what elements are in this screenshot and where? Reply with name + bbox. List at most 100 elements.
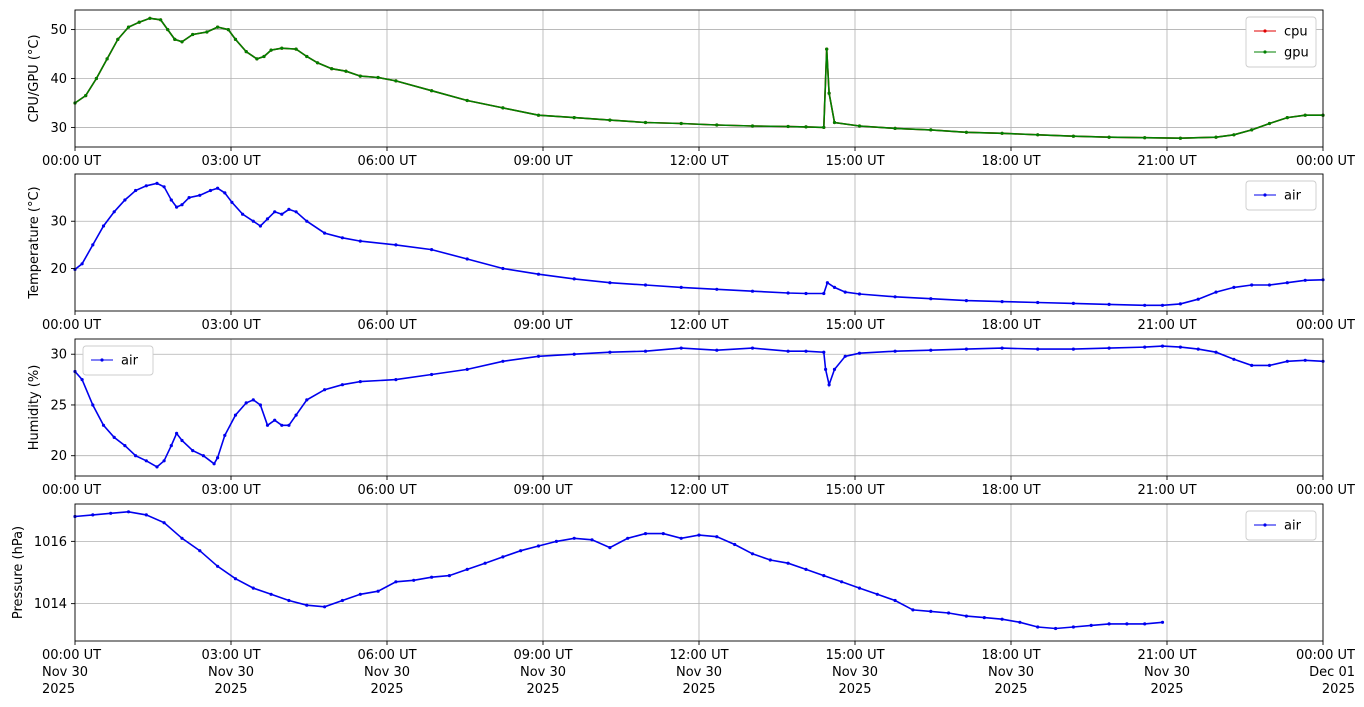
x-tick-label: 00:00 UT <box>1296 318 1355 333</box>
data-point-air <box>340 598 344 603</box>
data-point-air <box>1036 300 1040 305</box>
legend: cpu gpu <box>1245 16 1317 68</box>
data-point-air <box>123 198 127 202</box>
data-point-air <box>265 217 270 221</box>
x-tick-label: 15:00 UT <box>825 318 884 333</box>
panel-2: 20 30 Temperature (°C) 00:00 UT 03:00 UT 06:0… <box>27 173 1355 333</box>
data-point-gpu <box>173 37 177 42</box>
data-point-air <box>911 608 915 612</box>
data-point-air <box>786 561 790 565</box>
data-point-air <box>191 449 195 453</box>
data-point-air <box>109 511 113 515</box>
data-point-air <box>750 346 755 350</box>
data-point-gpu <box>1143 136 1147 140</box>
data-point-air <box>340 383 344 387</box>
data-point-air <box>198 193 202 197</box>
data-point-air <box>929 609 933 614</box>
x-tick-label: 21:00 UT <box>1137 648 1196 663</box>
data-point-air <box>1232 285 1236 289</box>
data-point-gpu <box>804 125 808 129</box>
data-point-air <box>180 438 184 443</box>
data-point-air <box>679 285 683 289</box>
data-point-air <box>964 299 969 303</box>
data-point-air <box>679 346 683 350</box>
x-tick-sublabel: Nov 30 <box>988 665 1034 680</box>
data-point-air <box>251 586 255 590</box>
data-point-gpu <box>827 91 831 95</box>
data-point-air <box>964 347 969 351</box>
data-point-air <box>216 186 220 190</box>
data-point-air <box>430 248 434 252</box>
y-tick-label: 25 <box>50 398 67 413</box>
data-point-air <box>447 574 451 578</box>
data-point-air <box>101 423 106 427</box>
x-tick-sublabel: Nov 30 <box>832 665 878 680</box>
data-point-air <box>465 257 469 261</box>
data-point-gpu <box>1214 135 1218 139</box>
data-point-air <box>251 398 255 402</box>
x-tick-label: 21:00 UT <box>1137 154 1196 169</box>
data-point-air <box>244 401 248 405</box>
data-point-air <box>175 205 179 209</box>
data-point-gpu <box>857 124 862 128</box>
data-point-gpu <box>116 37 120 42</box>
y-tick-label: 40 <box>50 72 67 87</box>
data-point-gpu <box>394 79 398 83</box>
data-point-gpu <box>608 118 612 122</box>
data-point-air <box>608 350 612 354</box>
data-point-air <box>144 184 148 188</box>
data-point-air <box>430 575 434 579</box>
data-point-air <box>822 350 826 354</box>
y-tick-label: 1016 <box>34 535 67 550</box>
x-tick-sublabel: 2025 <box>42 682 75 697</box>
data-point-air <box>804 291 808 296</box>
data-point-air <box>572 352 576 356</box>
y-tick-label: 20 <box>50 449 67 464</box>
data-point-air <box>661 532 665 536</box>
data-point-gpu <box>233 37 238 42</box>
data-point-gpu <box>226 28 230 32</box>
data-point-air <box>430 372 434 377</box>
data-point-air <box>465 367 469 371</box>
data-point-air <box>1303 358 1307 362</box>
legend-marker-air <box>1263 523 1267 527</box>
data-point-air <box>376 589 380 593</box>
data-point-air <box>169 444 173 448</box>
data-point-gpu <box>643 120 648 125</box>
data-point-gpu <box>715 123 719 127</box>
data-point-gpu <box>216 25 220 29</box>
data-point-air <box>162 459 166 463</box>
y-tick-label: 30 <box>50 215 67 230</box>
legend-label-air: air <box>121 354 139 369</box>
data-point-air <box>715 535 719 539</box>
data-point-gpu <box>536 113 541 117</box>
data-point-air <box>208 188 213 193</box>
data-point-air <box>80 378 84 382</box>
x-tick-sublabel: 2025 <box>526 682 559 697</box>
data-point-air <box>608 546 612 550</box>
data-point-air <box>982 616 986 620</box>
data-point-air <box>198 549 202 553</box>
x-tick-label: 03:00 UT <box>201 648 260 663</box>
data-point-air <box>608 281 612 285</box>
data-point-air <box>340 236 344 240</box>
data-point-air <box>1232 357 1236 361</box>
data-point-air <box>323 388 327 392</box>
data-point-gpu <box>262 54 266 59</box>
legend-box <box>1245 16 1317 68</box>
data-point-air <box>80 262 84 266</box>
x-tick-sublabel: 2025 <box>370 682 403 697</box>
data-point-air <box>929 348 933 352</box>
data-point-air <box>1107 346 1111 350</box>
data-point-air <box>287 423 291 427</box>
data-point-gpu <box>166 28 170 32</box>
data-point-air <box>786 291 790 295</box>
data-point-air <box>180 203 184 207</box>
data-point-gpu <box>1232 133 1236 137</box>
data-point-air <box>1250 363 1254 367</box>
data-point-air <box>1071 347 1075 351</box>
legend-box <box>82 345 154 376</box>
data-point-air <box>875 592 879 596</box>
data-point-gpu <box>1036 133 1040 137</box>
